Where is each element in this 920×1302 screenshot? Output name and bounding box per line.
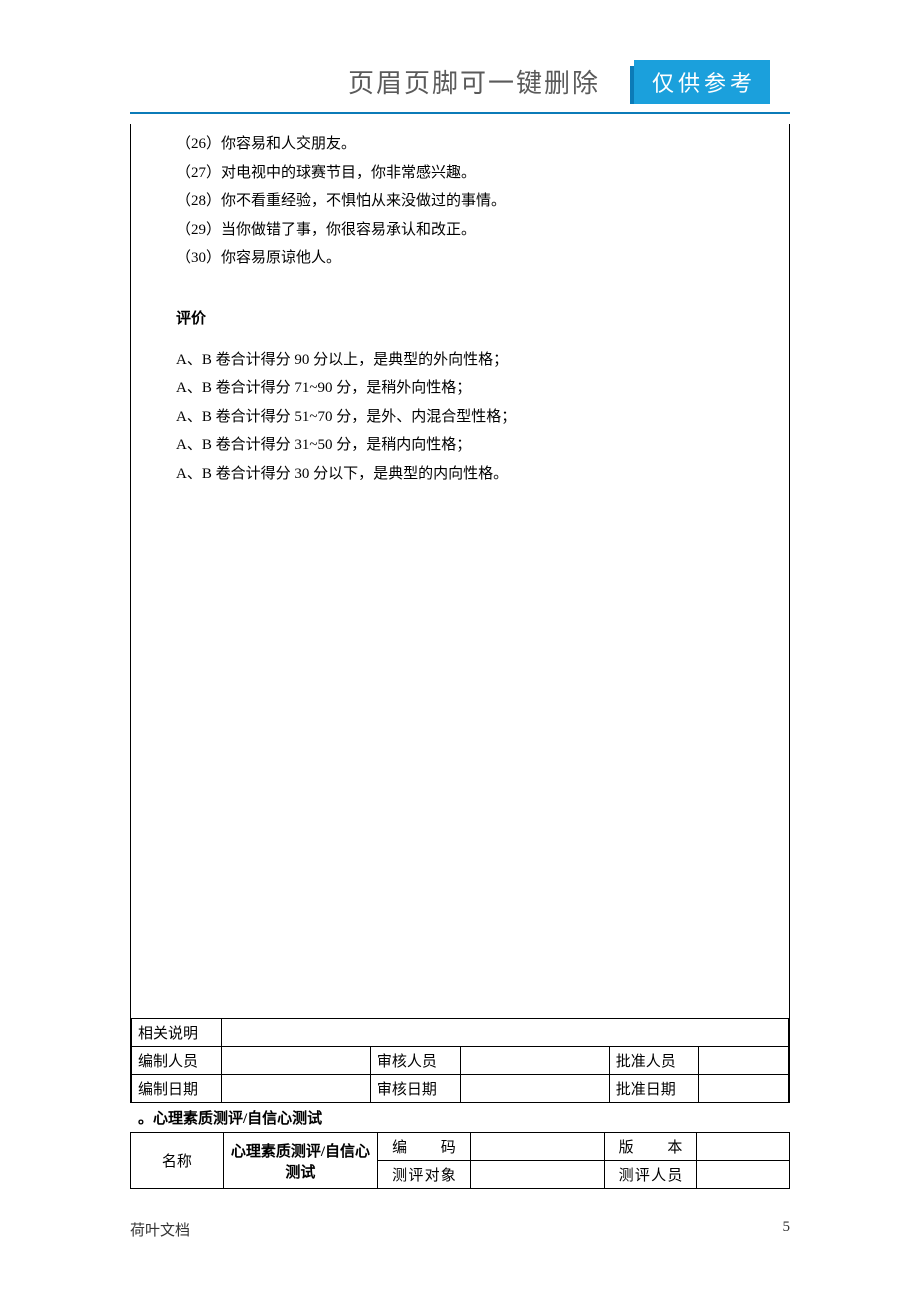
- content-box: （26）你容易和人交朋友。 （27）对电视中的球赛节目，你非常感兴趣。 （28）…: [130, 124, 790, 1103]
- cell-version-label: 版 本: [604, 1133, 697, 1161]
- section-heading: 。心理素质测评/自信心测试: [130, 1103, 790, 1132]
- footer-left: 荷叶文档: [130, 1219, 190, 1240]
- cell-related-note-label: 相关说明: [132, 1019, 222, 1047]
- question-list: （26）你容易和人交朋友。 （27）对电视中的球赛节目，你非常感兴趣。 （28）…: [131, 124, 789, 273]
- question-item: （27）对电视中的球赛节目，你非常感兴趣。: [176, 159, 744, 188]
- page-header: 页眉页脚可一键删除 仅供参考: [130, 60, 790, 104]
- cell-related-note-value: [221, 1019, 788, 1047]
- meta-table-2: 名称 心理素质测评/自信心测试 编 码 版 本 测评对象 测评人员: [130, 1132, 790, 1189]
- question-item: （28）你不看重经验，不惧怕从来没做过的事情。: [176, 187, 744, 216]
- table-row: 名称 心理素质测评/自信心测试 编 码 版 本: [131, 1133, 790, 1161]
- cell-version-value: [697, 1133, 790, 1161]
- table-row: 编制日期 审核日期 批准日期: [132, 1075, 789, 1103]
- question-item: （29）当你做错了事，你很容易承认和改正。: [176, 216, 744, 245]
- evaluation-line: A、B 卷合计得分 30 分以下，是典型的内向性格。: [176, 460, 744, 489]
- header-title: 页眉页脚可一键删除: [348, 63, 600, 104]
- cell-assessor-label: 测评人员: [604, 1161, 697, 1189]
- tables-area: 相关说明 编制人员 审核人员 批准人员 编制日期 审核日期 批准日期: [131, 1018, 789, 1103]
- cell-reviewer-label: 审核人员: [370, 1047, 460, 1075]
- cell-author-value: [221, 1047, 370, 1075]
- question-item: （30）你容易原谅他人。: [176, 244, 744, 273]
- table-row: 相关说明: [132, 1019, 789, 1047]
- cell-approve-date-value: [699, 1075, 789, 1103]
- cell-reviewer-value: [460, 1047, 609, 1075]
- cell-approver-label: 批准人员: [609, 1047, 699, 1075]
- table-row: 编制人员 审核人员 批准人员: [132, 1047, 789, 1075]
- cell-code-value: [470, 1133, 604, 1161]
- cell-approve-date-label: 批准日期: [609, 1075, 699, 1103]
- page-container: 页眉页脚可一键删除 仅供参考 （26）你容易和人交朋友。 （27）对电视中的球赛…: [0, 0, 920, 1189]
- evaluation-line: A、B 卷合计得分 51~70 分，是外、内混合型性格；: [176, 403, 744, 432]
- footer-page-number: 5: [783, 1219, 791, 1240]
- cell-test-title: 心理素质测评/自信心测试: [223, 1133, 377, 1189]
- evaluation-line: A、B 卷合计得分 71~90 分，是稍外向性格；: [176, 374, 744, 403]
- cell-review-date-label: 审核日期: [370, 1075, 460, 1103]
- evaluation-line: A、B 卷合计得分 90 分以上，是典型的外向性格；: [176, 346, 744, 375]
- cell-author-date-value: [221, 1075, 370, 1103]
- cell-approver-value: [699, 1047, 789, 1075]
- cell-name-label: 名称: [131, 1133, 224, 1189]
- evaluation-heading: 评价: [131, 273, 789, 336]
- header-badge: 仅供参考: [634, 60, 770, 104]
- cell-author-label: 编制人员: [132, 1047, 222, 1075]
- cell-assessor-value: [697, 1161, 790, 1189]
- question-item: （26）你容易和人交朋友。: [176, 130, 744, 159]
- cell-author-date-label: 编制日期: [132, 1075, 222, 1103]
- cell-review-date-value: [460, 1075, 609, 1103]
- cell-subject-label: 测评对象: [378, 1161, 471, 1189]
- header-rule: [130, 112, 790, 114]
- evaluation-line: A、B 卷合计得分 31~50 分，是稍内向性格；: [176, 431, 744, 460]
- evaluation-list: A、B 卷合计得分 90 分以上，是典型的外向性格； A、B 卷合计得分 71~…: [131, 336, 789, 489]
- cell-code-label: 编 码: [378, 1133, 471, 1161]
- meta-table-1: 相关说明 编制人员 审核人员 批准人员 编制日期 审核日期 批准日期: [131, 1018, 789, 1103]
- page-footer: 荷叶文档 5: [130, 1219, 790, 1240]
- cell-subject-value: [470, 1161, 604, 1189]
